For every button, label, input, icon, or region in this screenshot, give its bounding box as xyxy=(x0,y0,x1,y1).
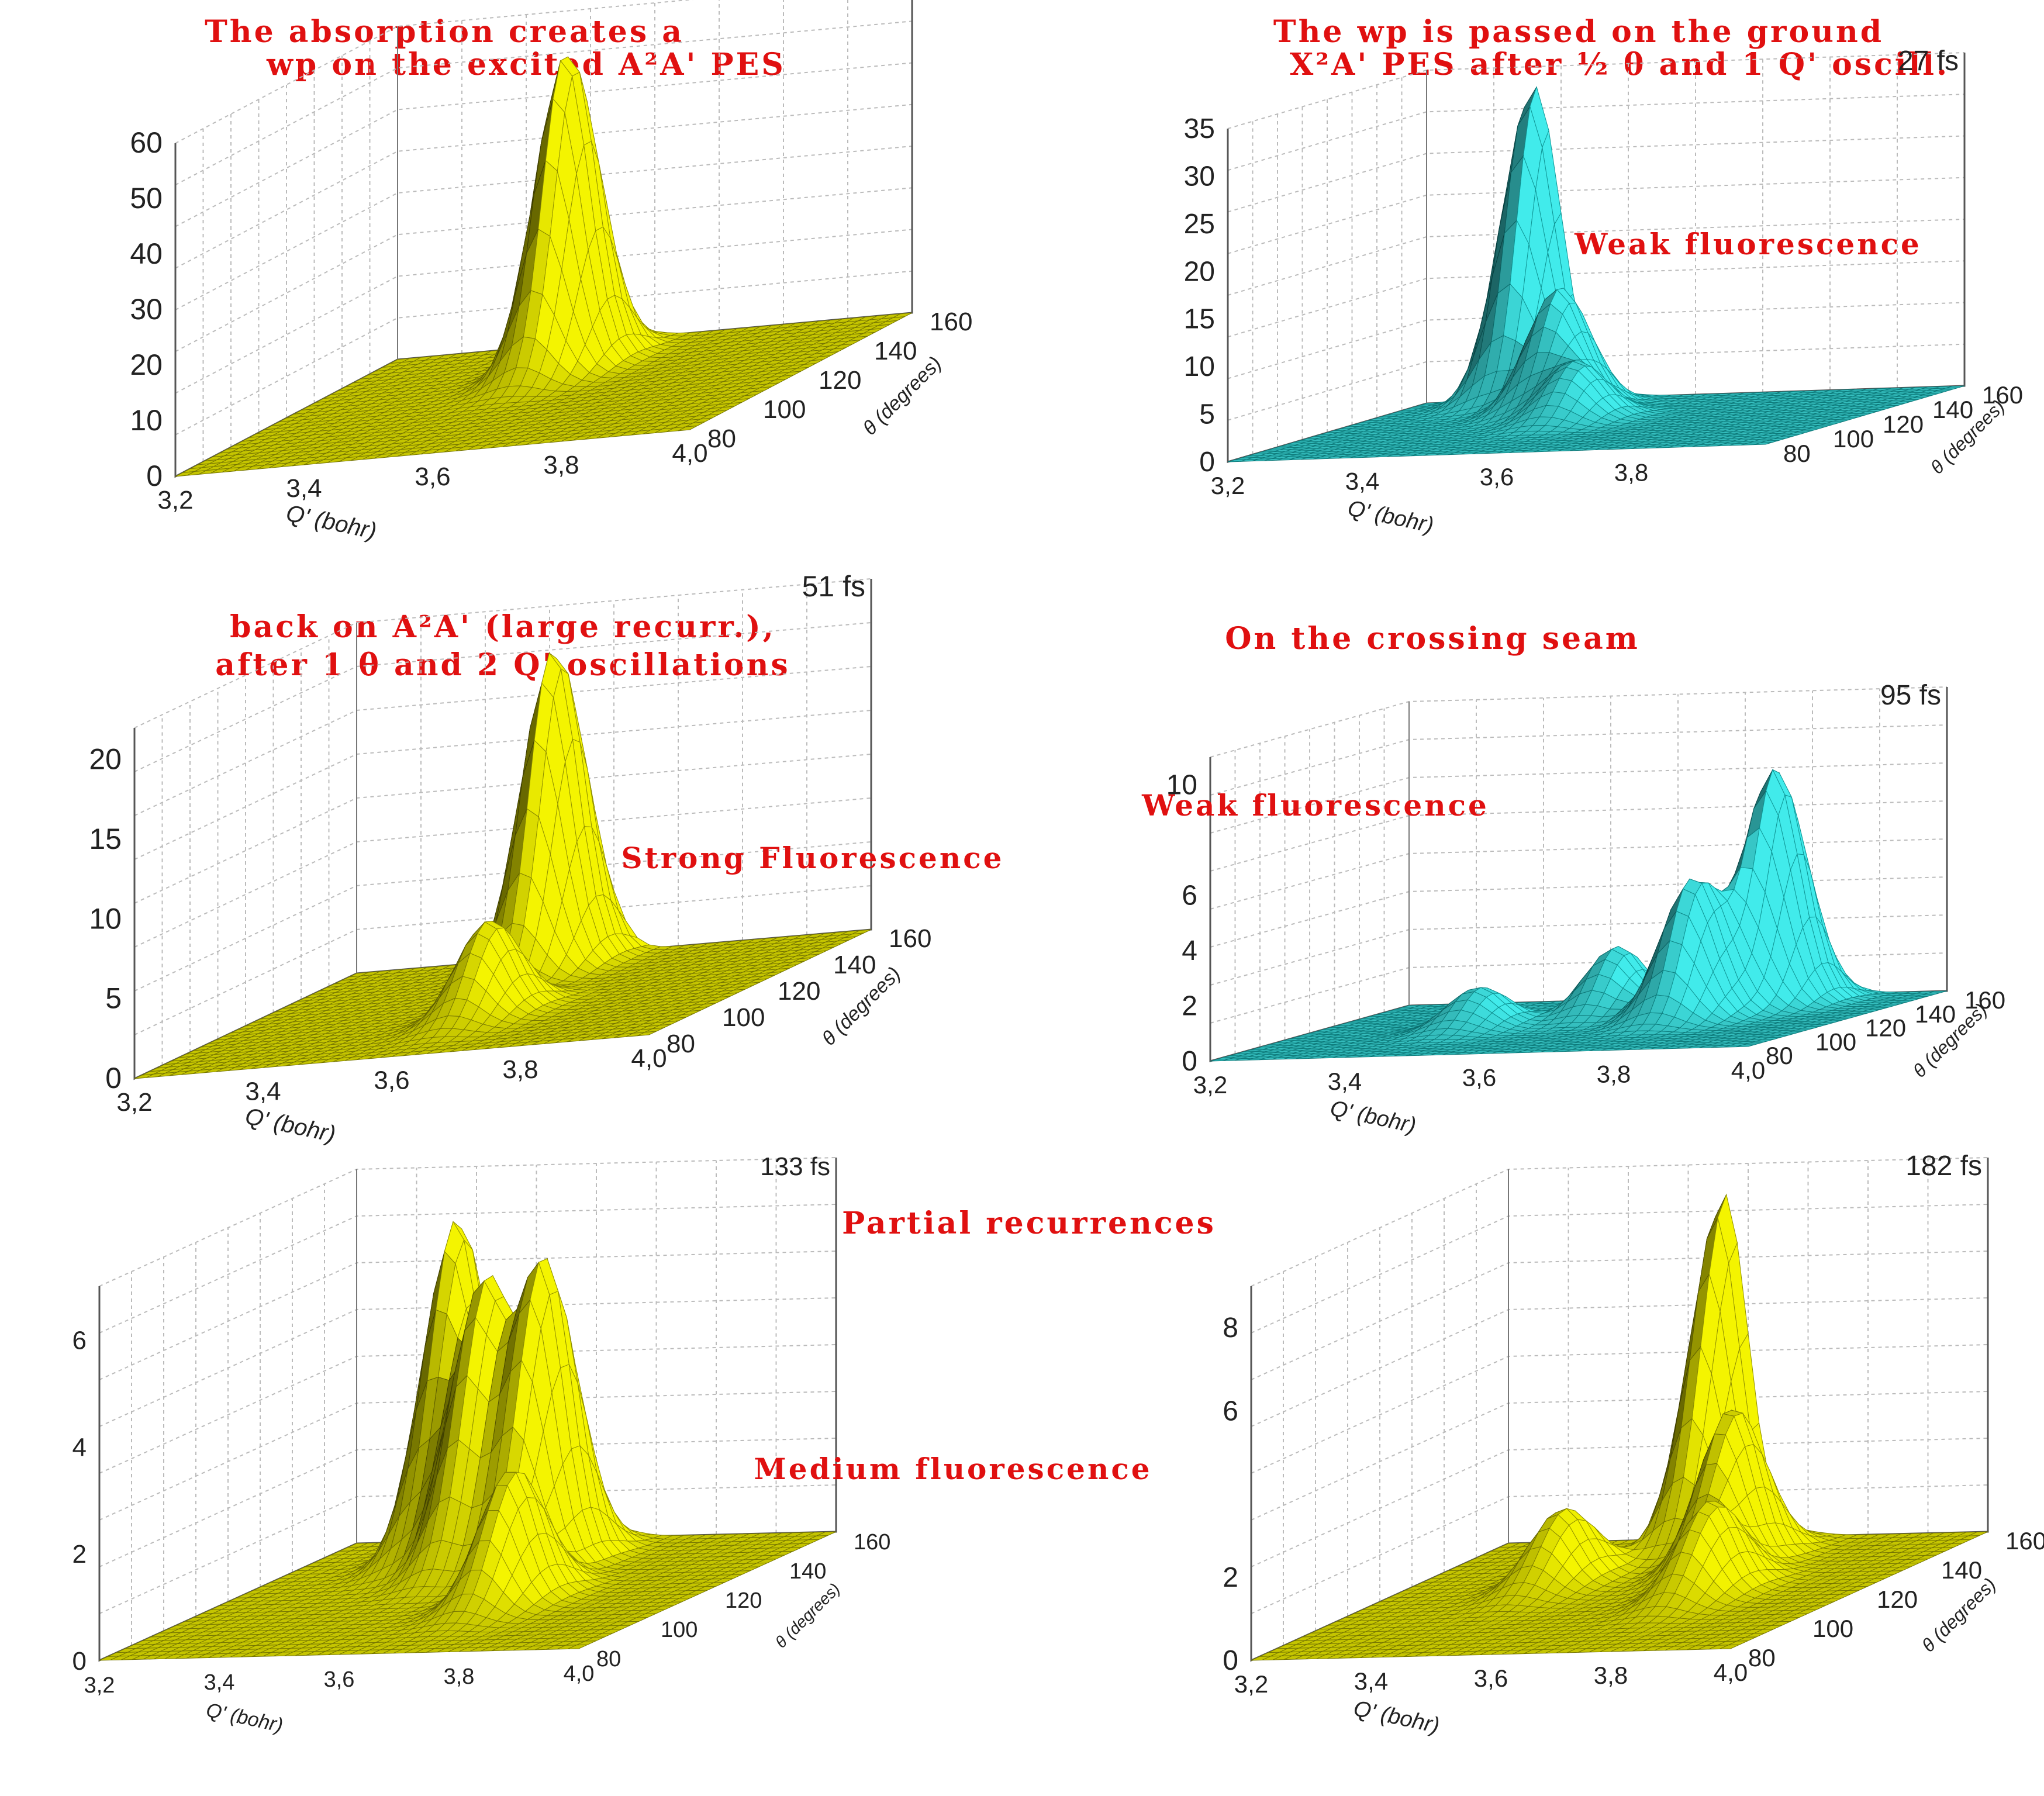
time-label: 27 fs xyxy=(1898,46,1959,77)
z-tick-label: 50 xyxy=(130,182,163,215)
theta-tick-label: 100 xyxy=(722,1003,765,1032)
z-tick-label: 10 xyxy=(130,404,163,437)
theta-tick-label: 100 xyxy=(763,395,806,424)
caption-panel-5: Partial recurrences xyxy=(842,1206,1216,1241)
x-tick-label: 3,2 xyxy=(116,1088,152,1117)
z-tick-label: 20 xyxy=(89,743,122,776)
x-tick-label: 3,8 xyxy=(1614,459,1648,486)
theta-tick-label: 160 xyxy=(889,924,931,953)
theta-tick-label: 120 xyxy=(778,977,820,1006)
caption-line: back on A²A' (large recurr.), xyxy=(230,609,776,645)
theta-tick-label: 120 xyxy=(1883,410,1924,438)
x-tick-label: 4,0 xyxy=(631,1044,667,1073)
theta-tick-label: 80 xyxy=(667,1030,695,1058)
x-tick-label: 3,4 xyxy=(245,1077,281,1106)
z-tick-label: 15 xyxy=(89,823,122,855)
x-tick-label: 3,4 xyxy=(1345,468,1379,495)
caption-line: X²A' PES after ½ θ and 1 Q' oscill. xyxy=(1290,47,1949,82)
caption-panel-4: On the crossing seam xyxy=(1225,621,1640,657)
z-tick-label: 30 xyxy=(1184,161,1215,192)
z-tick-label: 15 xyxy=(1184,304,1215,335)
time-label: 51 fs xyxy=(802,570,865,603)
z-tick-label: 30 xyxy=(130,293,163,326)
caption-line: after 1 θ and 2 Q' oscillations xyxy=(215,647,790,683)
x-tick-label: 3,6 xyxy=(415,462,450,491)
z-tick-label: 60 xyxy=(130,126,163,159)
theta-tick-label: 140 xyxy=(1932,396,1973,423)
z-tick-label: 20 xyxy=(1184,256,1215,287)
x-tick-label: 3,6 xyxy=(374,1066,409,1095)
z-tick-label: 10 xyxy=(1184,351,1215,382)
z-tick-label: 5 xyxy=(1199,399,1215,430)
z-tick-label: 25 xyxy=(1184,209,1215,240)
z-tick-label: 20 xyxy=(130,348,163,381)
x-tick-label: 3,4 xyxy=(286,474,322,503)
theta-tick-label: 100 xyxy=(1833,425,1874,453)
z-tick-label: 10 xyxy=(89,902,122,935)
caption-panel-1: The absorption creates a wp on the excit… xyxy=(205,14,786,82)
x-tick-label: 3,2 xyxy=(157,486,193,514)
caption-line: The wp is passed on the ground xyxy=(1273,14,1884,50)
x-tick-label: 4,0 xyxy=(672,439,707,468)
theta-tick-label: 80 xyxy=(707,424,736,453)
z-tick-label: 40 xyxy=(130,237,163,270)
x-tick-label: 3,6 xyxy=(1480,463,1514,491)
theta-tick-label: 80 xyxy=(1783,440,1811,467)
z-tick-label: 5 xyxy=(105,982,122,1015)
time-label: 0 fs xyxy=(859,0,906,4)
caption-line: The absorption creates a xyxy=(205,14,684,50)
caption-panel-3: back on A²A' (large recurr.), after 1 θ … xyxy=(215,609,790,683)
x-tick-label: 3,2 xyxy=(1211,472,1245,499)
caption-line: On the crossing seam xyxy=(1225,621,1640,657)
caption-panel-2: The wp is passed on the ground X²A' PES … xyxy=(1273,14,1949,82)
theta-tick-label: 120 xyxy=(819,366,861,395)
theta-tick-label: 160 xyxy=(930,308,972,336)
x-tick-label: 3,8 xyxy=(543,451,579,479)
theta-tick-label: 140 xyxy=(833,951,876,979)
caption-line: wp on the excited A²A' PES xyxy=(266,47,786,82)
surface xyxy=(175,56,913,477)
caption-line: Partial recurrences xyxy=(842,1206,1216,1241)
theta-tick-label: 140 xyxy=(874,337,917,365)
z-tick-label: 35 xyxy=(1184,113,1215,144)
x-tick-label: 3,8 xyxy=(502,1055,538,1084)
